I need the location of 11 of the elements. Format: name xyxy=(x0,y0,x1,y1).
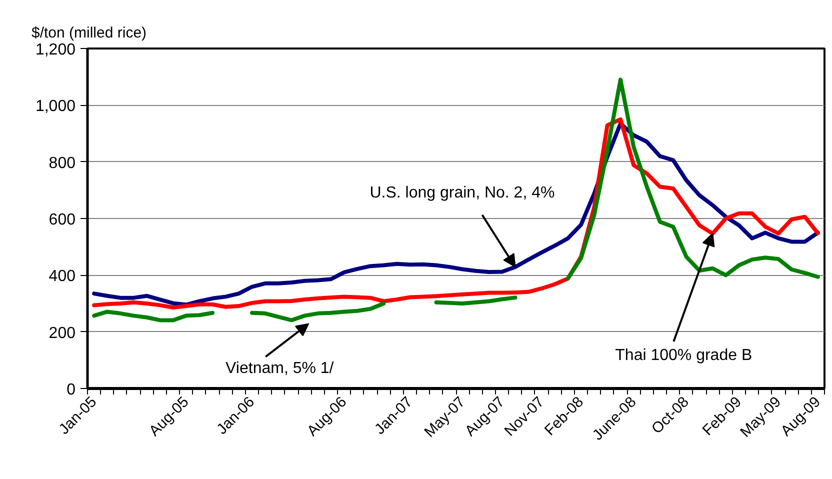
y-tick-label: 600 xyxy=(48,212,76,228)
y-tick-label: 800 xyxy=(48,154,76,172)
y-tick-label: 200 xyxy=(48,324,76,342)
y-tick-label: 1,200 xyxy=(35,42,76,58)
y-tick-label: 400 xyxy=(48,268,76,286)
text: U.S. long grain, No. 2, 4% xyxy=(370,184,555,202)
y-tick-label: 1,000 xyxy=(35,98,76,116)
y-tick-label: 0 xyxy=(66,382,76,398)
y-axis-title: $/ton (milled rice) xyxy=(32,24,147,42)
text: Vietnam, 5% 1/ xyxy=(226,360,334,378)
text: Thai 100% grade B xyxy=(615,347,752,364)
